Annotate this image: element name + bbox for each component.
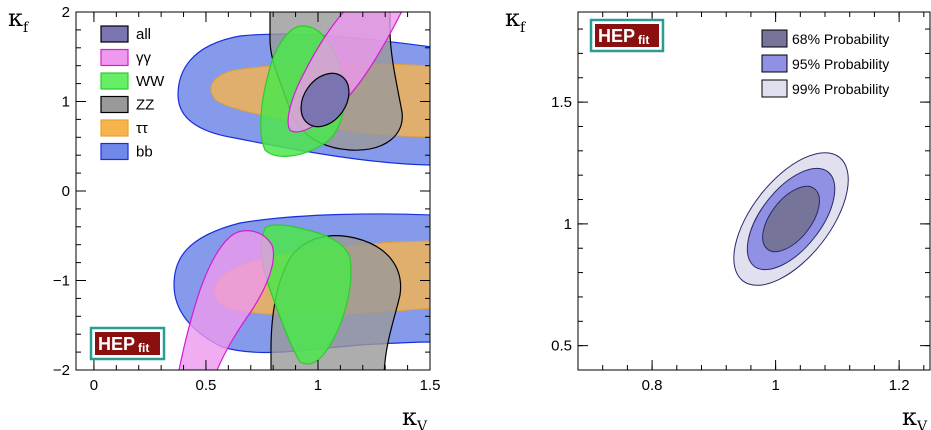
legend-label: all: [136, 26, 151, 43]
right-contours: [733, 152, 849, 286]
right-xlabel: κV: [902, 403, 928, 430]
legend-swatch: [761, 29, 788, 48]
left-chart: 0 0.5 1 1.5 −2 −1 0 1 2 κf κV all γγ WW ZZ ττ bb HEP …: [8, 4, 440, 430]
legend-swatch: [761, 79, 788, 98]
right-plot-background: [578, 12, 930, 370]
y-tick-label: 0: [62, 183, 70, 200]
y-tick-label: 1: [564, 216, 572, 233]
legend-swatch: [761, 54, 788, 73]
x-tick-label: 1.2: [889, 377, 910, 394]
contour-gammagamma-lower: [178, 230, 274, 370]
logo-main-text: HEP: [98, 334, 135, 354]
legend-label: 99% Probability: [792, 81, 889, 97]
right-legend: 68% Probability 95% Probability 99% Probab…: [761, 29, 889, 98]
x-tick-label: 0: [90, 377, 98, 394]
legend-label: 95% Probability: [792, 56, 889, 72]
left-legend: all γγ WW ZZ ττ bb: [100, 25, 165, 161]
legend-label: ττ: [136, 120, 148, 137]
y-tick-label: 0.5: [551, 338, 572, 355]
x-tick-label: 0.8: [642, 377, 663, 394]
x-tick-label: 1.5: [420, 377, 441, 394]
legend-label: γγ: [136, 50, 152, 67]
legend-swatch: [100, 72, 129, 90]
right-hepfit-logo: HEP fit: [589, 18, 665, 53]
right-ylabel: κf: [505, 4, 527, 36]
legend-label: WW: [136, 73, 165, 90]
legend-label: 68% Probability: [792, 31, 889, 47]
left-contours: [173, 12, 430, 370]
logo-sub-text: fit: [138, 341, 149, 355]
y-tick-label: 2: [62, 4, 70, 21]
x-tick-label: 1: [771, 377, 779, 394]
logo-sub-text: fit: [638, 33, 649, 47]
contour-all: [300, 72, 350, 128]
contour-ww-lower: [260, 224, 352, 365]
probability-region-2: [762, 185, 820, 253]
y-tick-label: −1: [53, 273, 70, 290]
left-ylabel: κf: [8, 4, 30, 36]
right-chart: 0.8 1 1.2 0.5 1 1.5 κf κV 68% Probability 95% …: [505, 4, 931, 430]
legend-label: ZZ: [136, 97, 154, 114]
legend-swatch: [100, 48, 129, 67]
x-tick-label: 1: [314, 377, 322, 394]
left-xlabel: κV: [402, 403, 428, 430]
legend-swatch: [100, 142, 129, 161]
x-tick-label: 0.5: [196, 377, 217, 394]
left-ticks: 0 0.5 1 1.5 −2 −1 0 1 2: [53, 4, 441, 394]
legend-swatch: [100, 95, 129, 114]
right-plot-frame: [577, 11, 931, 371]
right-ticks: 0.8 1 1.2 0.5 1 1.5: [551, 12, 930, 394]
left-hepfit-logo: HEP fit: [89, 326, 166, 361]
legend-swatch: [100, 25, 129, 43]
y-tick-label: 1: [62, 94, 70, 111]
y-tick-label: −2: [53, 362, 70, 379]
legend-swatch: [100, 119, 129, 137]
logo-main-text: HEP: [598, 26, 635, 46]
legend-label: bb: [136, 144, 153, 161]
y-tick-label: 1.5: [551, 94, 572, 111]
